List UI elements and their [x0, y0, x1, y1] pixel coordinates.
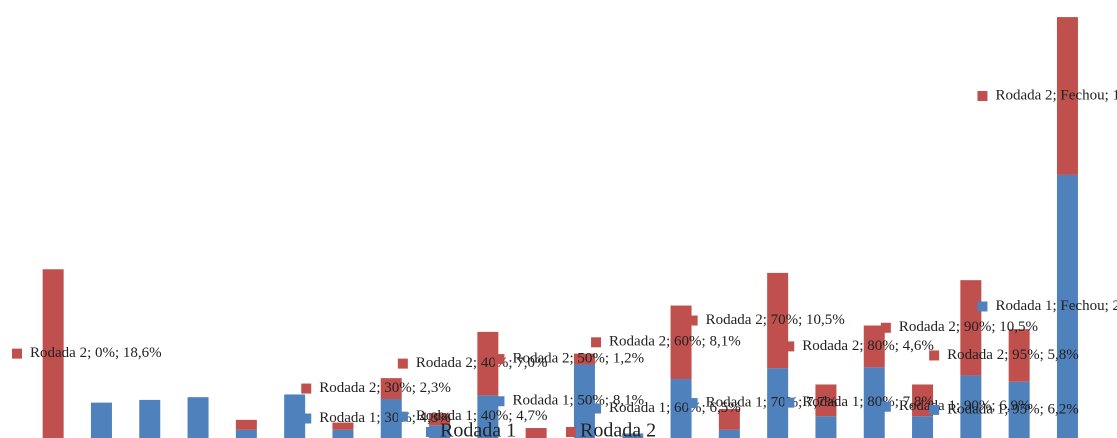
data-label: Rodada 1; 95%; 6,2% — [947, 401, 1079, 417]
bar-segment — [332, 429, 354, 438]
data-label: Rodada 2; 70%; 10,5% — [706, 312, 845, 328]
data-label: Rodada 2; Fechou; 17,4% — [995, 87, 1117, 103]
bar-segment — [284, 394, 306, 438]
data-label: Rodada 2; 50%; 1,2% — [512, 351, 644, 367]
data-label: Rodada 2; 95%; 5,8% — [947, 347, 1079, 363]
bar-segment — [815, 416, 837, 438]
bar-segment — [139, 399, 161, 438]
bar-segment — [718, 429, 740, 438]
label-marker — [591, 337, 602, 348]
data-label: Rodada 1; 60%; 6,5% — [609, 400, 741, 416]
label-marker — [977, 91, 988, 102]
data-label: Rodada 1; 40%; 4,7% — [416, 408, 548, 424]
data-label: Rodada 2; 0%; 18,6% — [30, 345, 162, 361]
bar-segment — [235, 429, 257, 438]
data-label: Rodada 2; 40%; 7,0% — [416, 355, 548, 371]
data-label: Rodada 1; 50%; 8,1% — [512, 393, 644, 409]
label-marker — [880, 322, 891, 333]
bar-segment — [187, 397, 209, 438]
bar-segment — [477, 331, 499, 396]
label-marker — [591, 403, 602, 414]
bar-segment — [1008, 381, 1030, 438]
bar-segment — [380, 378, 402, 399]
label-marker — [929, 404, 940, 415]
label-marker — [929, 350, 940, 361]
data-label: Rodada 1; 30%; 4,3% — [319, 410, 451, 426]
bar-segment — [863, 325, 885, 368]
bar-segment — [42, 269, 64, 438]
data-label: Rodada 2; 30%; 2,3% — [319, 380, 451, 396]
bar-segment — [960, 375, 982, 438]
bar-segment — [912, 416, 934, 438]
bar-segment — [573, 364, 595, 438]
data-label: Rodada 2; 90%; 10,5% — [899, 319, 1038, 335]
bar-segment — [718, 408, 740, 430]
label-marker — [12, 348, 22, 359]
data-label: Rodada 2; 80%; 4,6% — [802, 338, 934, 354]
bar-segment — [912, 384, 934, 417]
data-label: Rodada 1; 80%; 7,8% — [802, 394, 934, 410]
label-marker — [494, 396, 505, 407]
data-label: Rodada 1; Fechou; 29,0% — [995, 298, 1117, 314]
data-label: Rodada 2; 60%; 8,1% — [609, 334, 741, 350]
bar-segment — [815, 384, 837, 417]
legend: Rodada 1 Rodada 2 — [426, 420, 656, 438]
label-marker — [494, 354, 505, 365]
label-marker — [784, 397, 795, 408]
bar-segment — [90, 402, 112, 438]
bar-segment — [1056, 174, 1078, 438]
label-marker — [784, 341, 795, 352]
bar-segment — [380, 398, 402, 438]
label-marker — [977, 301, 988, 312]
bar-segment — [863, 367, 885, 438]
label-marker — [397, 358, 408, 369]
bar-segment — [525, 428, 547, 438]
bar-segment — [332, 422, 354, 430]
bar-segment — [477, 395, 499, 438]
label-marker — [687, 398, 698, 409]
bar-segment — [670, 305, 692, 380]
bar-segment — [235, 419, 257, 430]
legend-label: Rodada 1 — [440, 420, 516, 438]
bar-segment — [429, 413, 451, 426]
data-label: Rodada 1; 70%; 7,7% — [706, 395, 838, 411]
label-marker — [301, 383, 312, 394]
bar-segment — [573, 353, 595, 365]
label-marker — [301, 413, 312, 424]
legend-label: Rodada 2 — [580, 420, 656, 438]
legend-swatch — [566, 427, 576, 437]
legend-swatch — [426, 427, 436, 437]
bar-segment — [1056, 17, 1078, 175]
label-marker — [687, 315, 698, 326]
bar-segment — [767, 368, 789, 438]
bar-segment — [622, 433, 644, 438]
bar-segment — [767, 272, 789, 369]
bar-segment — [670, 379, 692, 438]
bar-segment — [1008, 329, 1030, 382]
bar-segment — [960, 280, 982, 376]
label-marker — [880, 401, 891, 412]
label-marker — [397, 411, 408, 422]
